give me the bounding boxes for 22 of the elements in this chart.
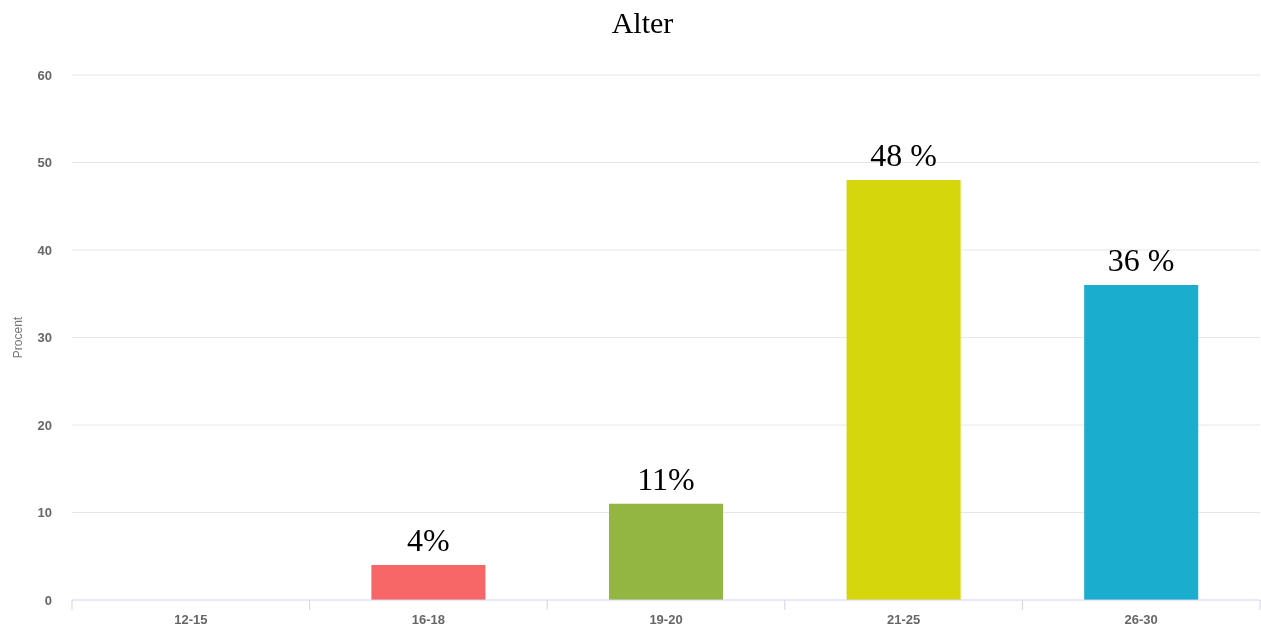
bar: [371, 565, 486, 600]
bar: [1084, 285, 1199, 600]
data-label: 11%: [637, 460, 695, 497]
data-label: 36 %: [1107, 242, 1175, 278]
x-tick-label: 21-25: [886, 612, 921, 627]
x-tick-label: 16-18: [411, 612, 446, 627]
x-tick-label: 26-30: [1124, 612, 1158, 627]
y-tick-label: 10: [37, 505, 52, 521]
y-tick-label: 20: [37, 417, 52, 433]
y-axis-title: Procent: [11, 316, 25, 359]
x-tick-label: 12-15: [174, 612, 208, 627]
data-label: 48 %: [870, 137, 937, 173]
y-tick-label: 30: [37, 330, 52, 346]
y-tick-label: 0: [44, 592, 52, 608]
y-tick-label: 60: [37, 67, 52, 83]
y-tick-label: 50: [37, 155, 52, 171]
data-label: 4%: [407, 522, 450, 558]
x-tick-label: 19-20: [649, 612, 683, 627]
chart-title: Alter: [611, 6, 674, 39]
y-tick-label: 40: [37, 242, 52, 258]
bar: [608, 503, 724, 600]
bar: [846, 180, 961, 600]
